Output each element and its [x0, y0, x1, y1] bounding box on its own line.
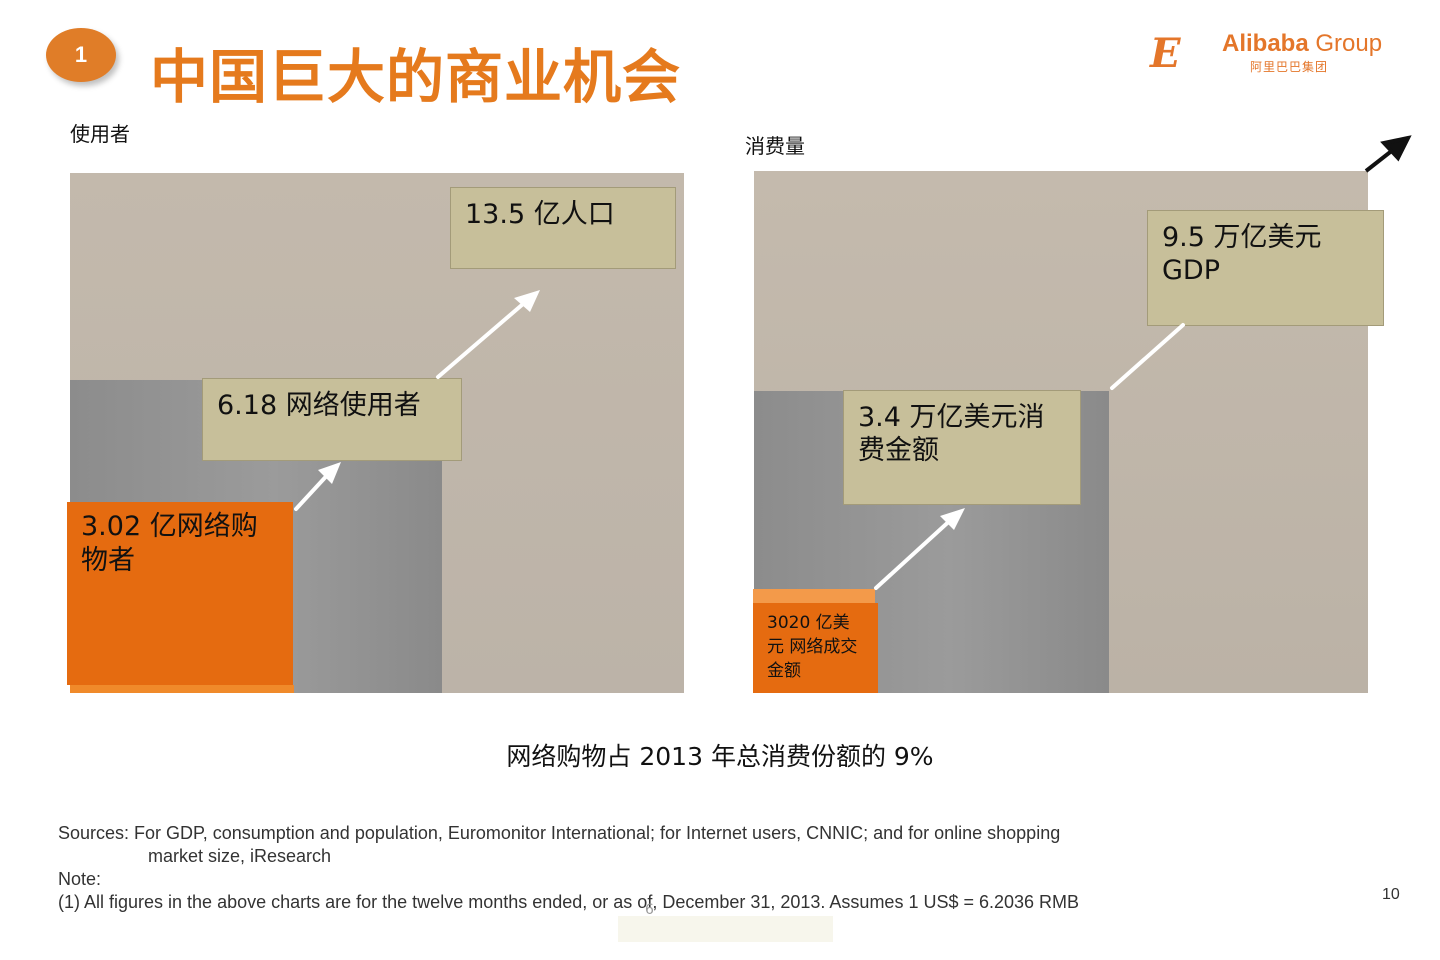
- note-label: Note:: [58, 869, 102, 889]
- sources-footer: Sources: For GDP, consumption and popula…: [58, 822, 1358, 914]
- slide-title: 中国巨大的商业机会: [150, 43, 682, 111]
- population-box: 13.5 亿人口: [450, 187, 676, 269]
- online-transaction-box-top-edge: [753, 589, 875, 603]
- section-number-badge: 1: [46, 28, 116, 82]
- online-transaction-box: 3020 亿美元 网络成交金额: [753, 603, 878, 693]
- internet-users-box: 6.18 网络使用者: [202, 378, 462, 461]
- footer-strip: [618, 916, 833, 942]
- overflow-arrow-line: [1364, 144, 1400, 173]
- note-text: (1) All figures in the above charts are …: [58, 892, 1080, 912]
- online-shoppers-box-edge: [70, 685, 294, 693]
- alibaba-logo-mark-icon: E: [1150, 30, 1181, 77]
- users-label: 使用者: [70, 122, 130, 146]
- page-number: 10: [1382, 886, 1400, 903]
- alibaba-logo: E Alibaba Group 阿里巴巴集团: [1150, 28, 1435, 78]
- sources-line-1: Sources: For GDP, consumption and popula…: [58, 823, 1061, 843]
- consumption-label: 消费量: [745, 134, 805, 158]
- sources-line-2: market size, iResearch: [148, 846, 332, 866]
- gdp-box: 9.5 万亿美元 GDP: [1147, 210, 1384, 326]
- slide-marker: 6: [645, 902, 654, 918]
- alibaba-logo-subtitle: 阿里巴巴集团: [1250, 60, 1329, 74]
- overflow-arrowhead-icon: [1380, 135, 1412, 162]
- alibaba-logo-text: Alibaba Group: [1222, 30, 1383, 57]
- share-caption: 网络购物占 2013 年总消费份额的 9%: [506, 742, 934, 771]
- online-shoppers-box: 3.02 亿网络购物者: [67, 502, 293, 685]
- consumption-amount-box: 3.4 万亿美元消费金额: [843, 390, 1081, 505]
